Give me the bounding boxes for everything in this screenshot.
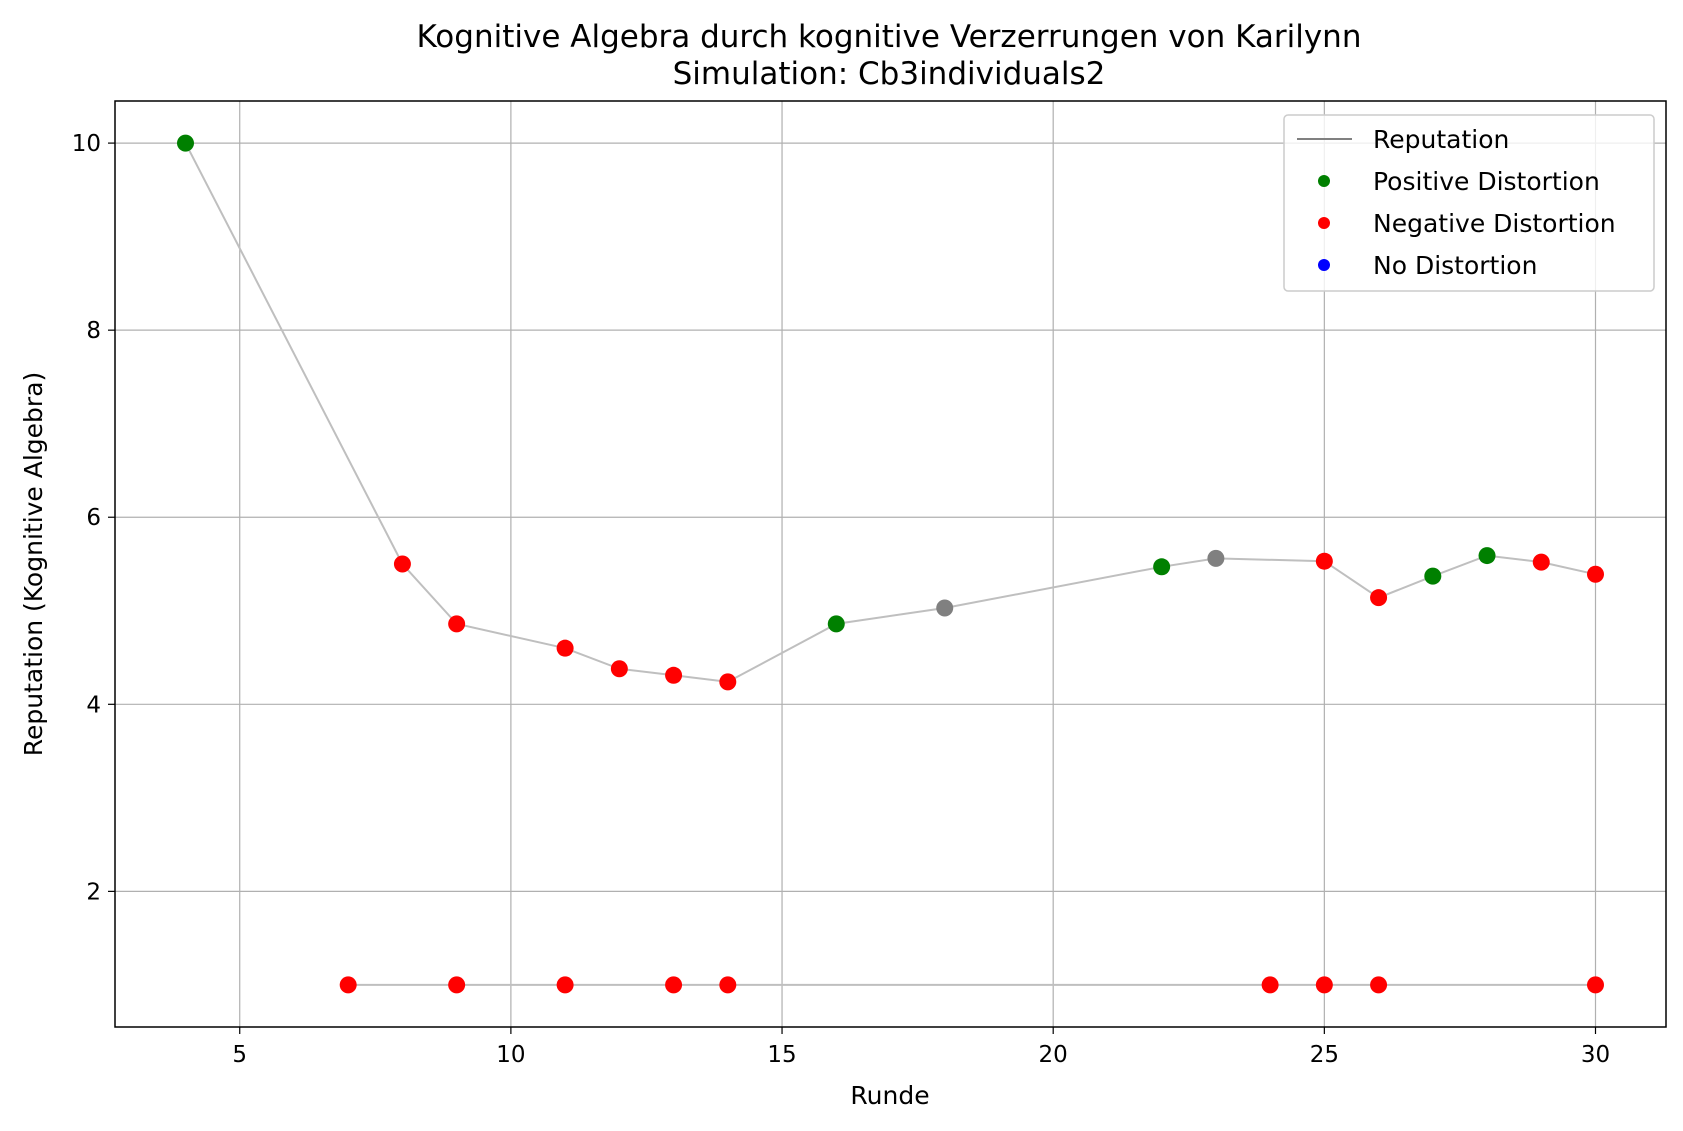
data-point	[665, 666, 683, 684]
data-point	[1261, 976, 1279, 994]
legend-box	[1283, 114, 1655, 292]
data-point	[936, 599, 954, 617]
y-tick-label: 6	[86, 505, 101, 531]
chart-subtitle: Simulation: Cb3individuals2	[673, 56, 1106, 92]
data-point	[719, 673, 737, 691]
legend: Reputation Positive Distortion Negative Di…	[1283, 114, 1655, 292]
x-tick-label: 25	[1310, 1042, 1339, 1068]
y-axis: 2 4 6 8 10	[72, 131, 115, 905]
plot-frame	[114, 100, 1667, 1028]
legend-label: No Distortion	[1373, 251, 1537, 280]
data-point	[448, 615, 466, 633]
data-point	[665, 976, 683, 994]
data-point	[719, 976, 737, 994]
data-point	[827, 615, 845, 633]
data-point	[1478, 547, 1496, 565]
data-point	[393, 555, 411, 573]
data-point	[1153, 558, 1171, 576]
legend-dot-marker	[1318, 259, 1330, 271]
y-tick-label: 8	[86, 318, 101, 344]
data-point	[1370, 589, 1388, 607]
data-point	[1370, 976, 1388, 994]
y-tick-label: 10	[72, 131, 101, 157]
x-axis-label: Runde	[850, 1081, 929, 1110]
data-point	[1424, 567, 1442, 585]
data-point	[177, 134, 194, 152]
legend-label: Positive Distortion	[1373, 167, 1600, 196]
x-tick-label: 30	[1581, 1042, 1610, 1068]
data-point	[1532, 553, 1550, 571]
data-point	[339, 976, 357, 994]
y-tick-label: 2	[86, 879, 101, 905]
data-point	[1587, 565, 1604, 583]
x-tick-label: 15	[767, 1042, 796, 1068]
y-tick-label: 4	[86, 692, 101, 718]
data-point	[556, 976, 574, 994]
data-point	[556, 639, 574, 657]
data-point	[1315, 552, 1333, 570]
x-tick-label: 10	[496, 1042, 525, 1068]
data-point	[1587, 976, 1604, 994]
series-points	[177, 134, 1604, 994]
x-axis: 5 10 15 20 25 30	[232, 1027, 1610, 1068]
data-point	[610, 660, 628, 678]
legend-dot-marker	[1318, 175, 1330, 187]
data-point	[1315, 976, 1333, 994]
x-tick-label: 5	[232, 1042, 247, 1068]
data-point	[448, 976, 466, 994]
y-axis-label: Reputation (Kognitive Algebra)	[19, 372, 48, 757]
data-point	[1207, 549, 1225, 567]
chart-title: Kognitive Algebra durch kognitive Verzer…	[417, 19, 1362, 55]
legend-dot-marker	[1318, 217, 1330, 229]
legend-label: Reputation	[1373, 125, 1509, 154]
legend-label: Negative Distortion	[1373, 209, 1616, 238]
x-tick-label: 20	[1039, 1042, 1068, 1068]
